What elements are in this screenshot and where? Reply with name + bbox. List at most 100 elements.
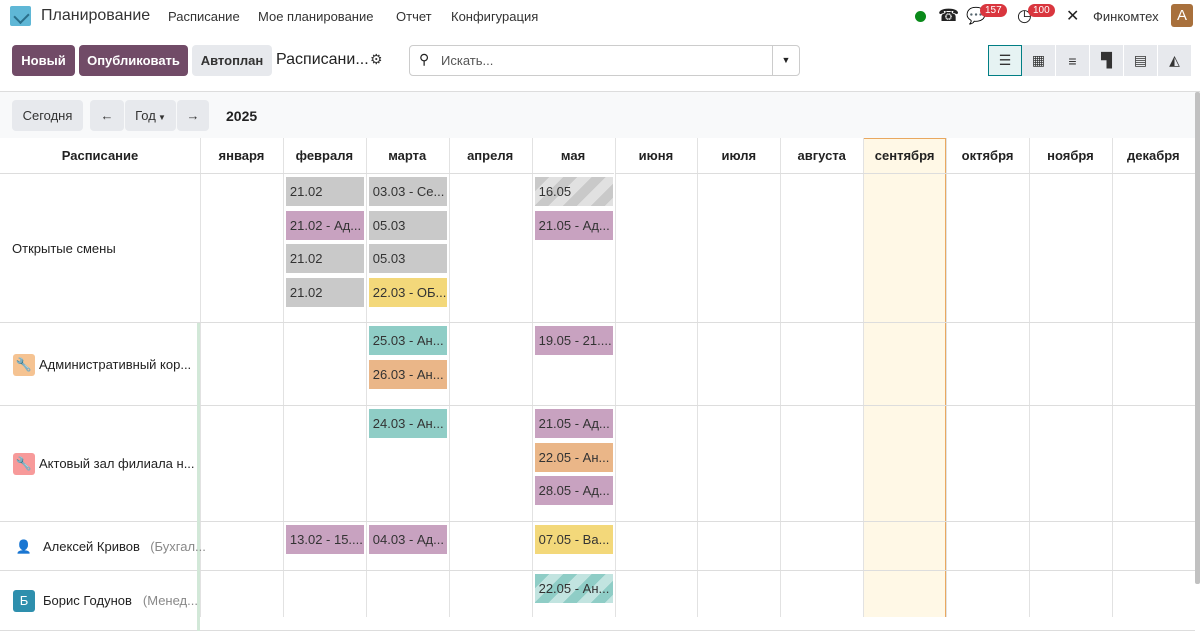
row-name[interactable]: Актовый зал филиала н... (39, 456, 195, 471)
person-avatar-icon: 👤 (15, 538, 33, 554)
current-year: 2025 (226, 108, 258, 124)
scale-label: Год (135, 108, 156, 123)
shift-pill[interactable]: 21.02 (285, 277, 364, 307)
gantt-toolbar: Сегодня ← Год ▼ → 2025 (0, 92, 1200, 138)
shift-pill[interactable]: 26.03 - Ан... (368, 359, 447, 389)
menu-schedule[interactable]: Расписание (168, 9, 240, 24)
publish-button[interactable]: Опубликовать (79, 45, 188, 76)
kanban-view-icon[interactable]: ▜ (1090, 45, 1124, 76)
search-icon: ⚲ (419, 51, 430, 67)
planning-app-logo-icon[interactable] (10, 6, 31, 26)
row-progress-bar (197, 323, 200, 406)
month-header: апреля (448, 138, 532, 174)
company-switcher[interactable]: Финкомтех (1093, 9, 1159, 24)
gantt-row (0, 174, 1195, 323)
top-navbar: Планирование Расписание Мое планирование… (0, 0, 1200, 32)
shift-pill[interactable]: 05.03 (368, 210, 447, 240)
avatar-letter: Б (13, 590, 35, 612)
activities-badge: 100 (1028, 4, 1055, 17)
row-progress-bar (197, 571, 200, 631)
month-column-divider (614, 138, 616, 617)
graph-view-icon[interactable]: ◭ (1158, 45, 1192, 76)
pivot-view-icon[interactable]: ▤ (1124, 45, 1158, 76)
month-header: декабря (1111, 138, 1195, 174)
next-arrow-icon[interactable]: → (177, 100, 209, 131)
new-button[interactable]: Новый (12, 45, 75, 76)
row-role: (Бухгал... (150, 538, 206, 554)
calendar-view-icon[interactable]: ▦ (1022, 45, 1056, 76)
gantt-row (0, 323, 1195, 406)
wrench-icon: 🔧 (13, 353, 35, 376)
month-header: июня (614, 138, 698, 174)
shift-pill[interactable]: 13.02 - 15.... (285, 525, 364, 554)
row-role: (Менед... (142, 593, 198, 608)
month-column-divider (697, 138, 699, 617)
month-column-divider (448, 138, 450, 617)
month-header: ноября (1029, 138, 1112, 174)
gear-icon[interactable]: ⚙ (370, 51, 383, 67)
shift-pill[interactable]: 22.03 - ОБ... (368, 277, 447, 307)
shift-pill[interactable]: 22.05 - Ан... (534, 442, 613, 472)
autoplan-button[interactable]: Автоплан (192, 45, 272, 76)
gantt-view-icon[interactable]: ☰ (988, 45, 1022, 76)
shift-pill[interactable]: 04.03 - Ад... (368, 525, 447, 554)
gantt-header-label: Расписание (0, 138, 200, 174)
row-name[interactable]: Открытые смены (12, 240, 116, 256)
user-avatar[interactable]: A (1171, 4, 1193, 27)
month-column-divider (946, 138, 948, 617)
wrench-icon: 🔧 (13, 453, 35, 475)
row-progress-bar (197, 522, 200, 571)
month-column-divider (863, 138, 865, 617)
month-column-divider (200, 138, 201, 617)
shift-pill[interactable]: 21.05 - Ад... (534, 409, 613, 438)
shift-pill[interactable]: 19.05 - 21.... (534, 326, 613, 355)
row-progress-bar (197, 406, 200, 522)
shift-pill[interactable]: 05.03 (368, 244, 447, 273)
shift-pill[interactable]: 25.03 - Ан... (368, 326, 447, 355)
phone-icon[interactable]: ☎ (938, 6, 960, 25)
shift-pill[interactable]: 24.03 - Ан... (368, 409, 447, 438)
month-header: июля (697, 138, 781, 174)
shift-pill[interactable]: 21.02 - Ад... (285, 210, 364, 240)
shift-pill[interactable]: 21.02 (285, 177, 364, 206)
month-column-divider (282, 138, 284, 617)
month-header: февраля (282, 138, 366, 174)
menu-report[interactable]: Отчет (396, 9, 432, 24)
prev-arrow-icon[interactable]: ← (90, 100, 124, 131)
shift-pill[interactable]: 28.05 - Ад... (534, 476, 613, 505)
status-dot-icon (915, 10, 926, 22)
search-input[interactable]: Искать... (441, 53, 494, 68)
view-switcher: ☰ ▦ ≡ ▜ ▤ ◭ (988, 45, 1192, 76)
month-column-divider (365, 138, 367, 617)
month-header: августа (780, 138, 864, 174)
shift-pill[interactable]: 22.05 - Ан... (535, 574, 613, 603)
shift-pill[interactable]: 07.05 - Ва... (534, 525, 613, 554)
app-name[interactable]: Планирование (41, 7, 151, 24)
month-column-divider (1111, 138, 1113, 617)
messages-badge: 157 (980, 4, 1007, 17)
month-header: марта (365, 138, 449, 174)
scale-dropdown[interactable]: Год ▼ (125, 100, 176, 131)
row-name[interactable]: Борис Годунов (43, 593, 132, 608)
vertical-scrollbar[interactable] (1195, 92, 1200, 584)
menu-my-planning[interactable]: Мое планирование (258, 9, 374, 24)
list-view-icon[interactable]: ≡ (1056, 45, 1090, 76)
search-bar[interactable]: ⚲ Искать... ▼ (409, 45, 800, 76)
month-header: января (200, 138, 283, 174)
shift-pill[interactable]: 03.03 - Се... (368, 177, 447, 206)
month-column-divider (780, 138, 782, 617)
search-toggle-chevron-down-icon[interactable]: ▼ (772, 46, 799, 75)
gantt-row (0, 406, 1195, 522)
shift-pill[interactable]: 21.05 - Ад... (534, 210, 613, 240)
shift-pill[interactable]: 21.02 (285, 244, 364, 273)
view-title: Расписани... (276, 51, 369, 68)
menu-configuration[interactable]: Конфигурация (451, 9, 539, 24)
row-name[interactable]: Алексей Кривов (43, 538, 140, 554)
month-column-divider (1029, 138, 1030, 617)
tools-icon[interactable]: ✕ (1066, 8, 1080, 25)
today-button[interactable]: Сегодня (12, 100, 83, 131)
gantt-grid: Расписание января февраля марта апреля мая ию… (0, 138, 1195, 631)
shift-pill[interactable]: 16.05 (535, 177, 613, 206)
month-header: мая (531, 138, 615, 174)
row-name[interactable]: Административный кор... (39, 356, 192, 372)
